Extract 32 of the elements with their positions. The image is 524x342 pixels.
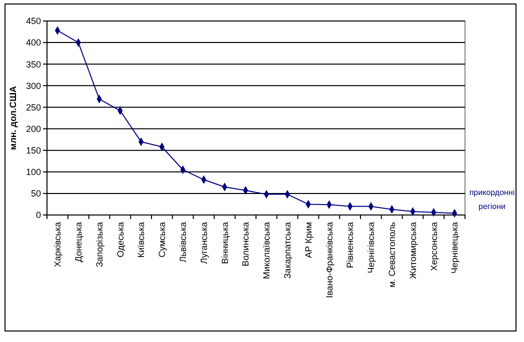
y-tick-label: 150 xyxy=(26,145,41,156)
y-tick-label: 300 xyxy=(26,80,41,91)
x-tick-label: Чернігівська xyxy=(366,222,376,274)
y-tick-label: 450 xyxy=(26,16,41,26)
x-tick-label: Вінницька xyxy=(220,222,230,264)
y-tick-label: 100 xyxy=(26,167,41,178)
x-tick-label: Львівська xyxy=(178,222,188,262)
x-tick-label: Харківська xyxy=(52,222,63,267)
y-axis-title: млн. дол.США xyxy=(8,85,18,150)
y-tick-label: 400 xyxy=(26,38,41,48)
x-tick-label: Донецька xyxy=(74,222,84,262)
x-tick-label: Луганська xyxy=(198,222,209,264)
x-tick-label: Сумська xyxy=(157,222,168,258)
x-tick-label: Волинська xyxy=(240,222,251,266)
x-tick-label: Рівненська xyxy=(345,222,356,268)
y-tick-label: 250 xyxy=(26,102,41,112)
x-tick-label: Закарпатська xyxy=(282,222,292,279)
x-tick-label: Житомирська xyxy=(408,222,418,279)
y-tick-label: 350 xyxy=(26,59,41,70)
y-tick-label: 50 xyxy=(30,188,41,199)
x-tick-label: Івано-Франківська xyxy=(324,222,334,298)
x-tick-label: АР Крим xyxy=(303,222,314,258)
y-tick-label: 200 xyxy=(26,124,41,134)
x-tick-label: Одеська xyxy=(115,222,126,258)
x-tick-label: Миколаївська xyxy=(262,222,272,280)
x-tick-label: Запорізька xyxy=(94,222,104,268)
x-tick-label: Чернівецька xyxy=(450,222,460,274)
y-tick-label: 0 xyxy=(36,210,41,220)
x-axis-title: прикордонні регіони xyxy=(469,188,515,211)
x-tick-label: Київська xyxy=(136,222,146,258)
x-tick-label: м. Севастополь xyxy=(387,222,397,288)
x-tick-label: Херсонська xyxy=(428,222,439,271)
